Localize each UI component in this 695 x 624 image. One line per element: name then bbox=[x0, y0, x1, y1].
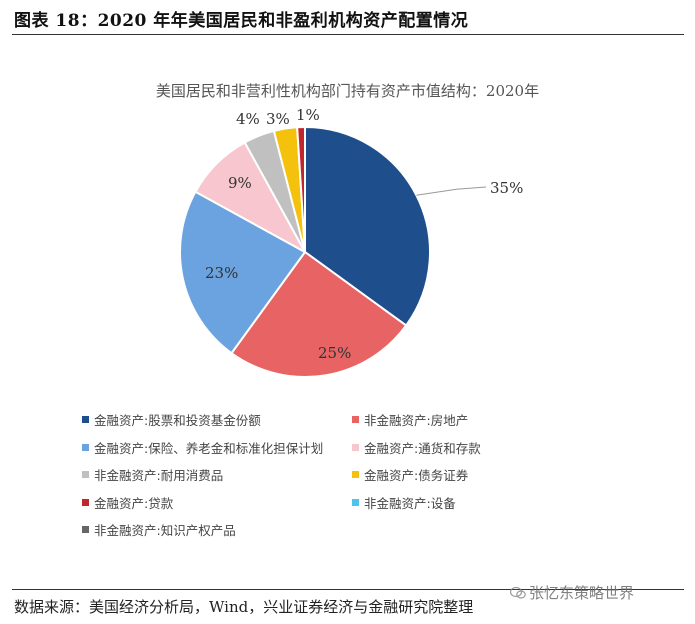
legend-swatch bbox=[82, 498, 89, 506]
legend-label: 金融资产:贷款 bbox=[94, 495, 174, 511]
bottom-rule bbox=[12, 589, 684, 590]
label-leader-line bbox=[416, 186, 487, 196]
legend-label: 金融资产:保险、养老金和标准化担保计划 bbox=[94, 440, 324, 456]
slice-data-label: 1% bbox=[296, 106, 320, 124]
figure-title: 图表 18：2020 年年美国居民和非盈利机构资产配置情况 bbox=[14, 11, 469, 31]
legend-label: 非金融资产:设备 bbox=[364, 495, 456, 511]
slice-data-label: 35% bbox=[490, 179, 523, 197]
legend-item: 非金融资产:设备 bbox=[352, 493, 456, 512]
slice-data-label: 9% bbox=[228, 174, 252, 192]
pie-slice bbox=[179, 190, 307, 355]
legend-item: 金融资产:股票和投资基金份额 bbox=[82, 410, 261, 429]
pie-slice bbox=[304, 125, 431, 327]
legend-label: 非金融资产:知识产权产品 bbox=[94, 523, 236, 538]
pie-slice bbox=[296, 125, 306, 253]
legend-item: 非金融资产:房地产 bbox=[352, 410, 468, 429]
watermark-text: 张忆东策略世界 bbox=[529, 584, 635, 602]
wechat-icon bbox=[510, 586, 526, 599]
slice-data-label: 4% bbox=[236, 110, 260, 128]
legend-swatch bbox=[82, 526, 89, 533]
pie-slice bbox=[230, 250, 408, 378]
legend-item: 非金融资产:耐用消费品 bbox=[82, 465, 223, 484]
legend-label: 非金融资产:耐用消费品 bbox=[94, 468, 224, 483]
legend-item: 非金融资产:知识产权产品 bbox=[82, 520, 236, 539]
legend-label: 金融资产:股票和投资基金份额 bbox=[94, 413, 261, 428]
legend-item: 金融资产:债务证券 bbox=[352, 465, 468, 484]
slice-data-label: 23% bbox=[205, 264, 238, 282]
legend-swatch bbox=[82, 443, 89, 451]
watermark: 张忆东策略世界 bbox=[510, 582, 634, 603]
legend-swatch bbox=[352, 416, 359, 423]
legend-swatch bbox=[352, 471, 359, 478]
legend-item: 金融资产:通货和存款 bbox=[352, 438, 481, 457]
slice-data-label: 3% bbox=[266, 110, 290, 128]
legend-swatch bbox=[352, 498, 359, 506]
pie-chart: 35% 25% 23% 9% 4% 3% 1% bbox=[179, 106, 523, 378]
chart-title: 美国居民和非营利性机构部门持有资产市值结构：2020年 bbox=[155, 82, 540, 100]
legend-label: 非金融资产:房地产 bbox=[364, 413, 469, 428]
legend-swatch bbox=[352, 443, 359, 451]
source-note: 数据来源：美国经济分析局，Wind，兴业证券经济与金融研究院整理 bbox=[14, 598, 474, 616]
legend-label: 金融资产:通货和存款 bbox=[364, 440, 481, 456]
slice-data-label: 25% bbox=[318, 344, 351, 362]
legend-item: 金融资产:贷款 bbox=[82, 493, 173, 512]
top-rule bbox=[12, 34, 684, 35]
legend-swatch bbox=[82, 416, 89, 423]
legend-swatch bbox=[82, 471, 89, 478]
legend-label: 金融资产:债务证券 bbox=[364, 468, 469, 483]
legend-item: 金融资产:保险、养老金和标准化担保计划 bbox=[82, 438, 323, 457]
